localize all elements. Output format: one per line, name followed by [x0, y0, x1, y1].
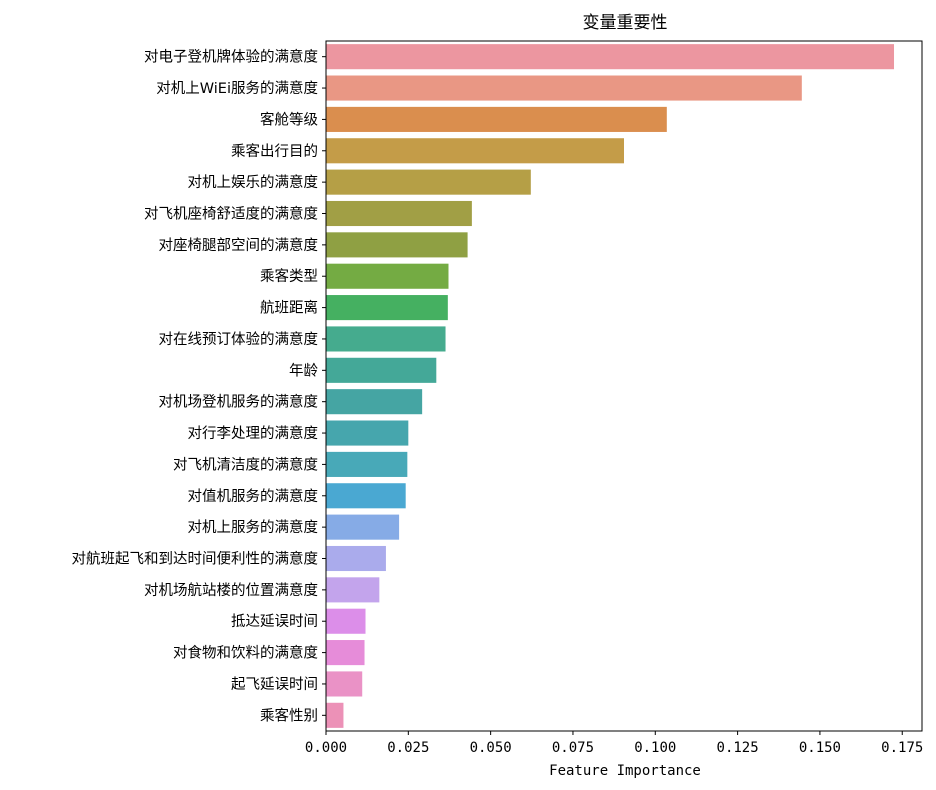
- y-tick-label: 对行李处理的满意度: [188, 424, 319, 442]
- y-tick-label: 对飞机清洁度的满意度: [173, 455, 318, 473]
- y-tick-label: 对机上WiEi服务的满意度: [156, 79, 318, 97]
- bar: [326, 451, 408, 477]
- bar: [326, 169, 531, 195]
- x-tick-label: 0.075: [552, 740, 594, 756]
- x-axis-ticks: 0.000 0.025 0.050 0.075 0.100 0.125 0.150 0.175: [305, 731, 923, 756]
- bar: [326, 357, 437, 383]
- x-tick-label: 0.150: [799, 740, 841, 756]
- bar: [326, 514, 400, 540]
- x-tick-label: 0.100: [634, 740, 676, 756]
- bar: [326, 263, 449, 289]
- bar: [326, 702, 344, 728]
- chart-title: 变量重要性: [583, 13, 668, 33]
- x-tick-label: 0.125: [717, 740, 759, 756]
- bar: [326, 545, 386, 572]
- y-tick-label: 客舱等级: [260, 110, 318, 128]
- y-tick-label: 对飞机座椅舒适度的满意度: [144, 205, 318, 223]
- x-axis-label: Feature Importance: [549, 763, 701, 779]
- x-tick-label: 0.175: [881, 740, 923, 756]
- bar: [326, 389, 423, 415]
- y-tick-label: 起飞延误时间: [231, 676, 318, 693]
- bar: [326, 420, 409, 446]
- bar: [326, 200, 472, 227]
- plot-frame: [325, 40, 923, 732]
- y-tick-label: 对机场登机服务的满意度: [159, 393, 319, 411]
- x-tick-label: 0.000: [305, 740, 347, 756]
- y-tick-label: 航班距离: [260, 300, 318, 317]
- y-tick-label: 对在线预订体验的满意度: [159, 330, 319, 348]
- bar: [326, 608, 366, 634]
- y-tick-label: 对机场航站楼的位置满意度: [144, 581, 318, 599]
- y-tick-label: 对值机服务的满意度: [188, 487, 319, 505]
- bar: [326, 483, 406, 509]
- y-tick-label: 对机上服务的满意度: [188, 518, 319, 536]
- y-tick-label: 乘客出行目的: [231, 143, 318, 160]
- bar: [326, 232, 468, 258]
- y-tick-label: 年龄: [289, 362, 318, 379]
- bar: [326, 138, 624, 164]
- bar: [326, 640, 365, 666]
- y-tick-label: 对航班起飞和到达时间便利性的满意度: [72, 550, 319, 568]
- y-tick-label: 抵达延误时间: [231, 613, 318, 630]
- y-tick-label: 乘客类型: [260, 268, 318, 285]
- y-tick-label: 对电子登机牌体验的满意度: [144, 48, 318, 66]
- y-tick-label: 乘客性别: [260, 707, 318, 724]
- y-tick-label: 对食物和饮料的满意度: [173, 644, 318, 662]
- bar: [326, 75, 802, 101]
- bar: [326, 671, 363, 697]
- bars-group: [326, 44, 895, 728]
- x-tick-label: 0.025: [387, 740, 429, 756]
- bar: [326, 106, 667, 132]
- bar: [326, 44, 895, 70]
- bar: [326, 577, 380, 603]
- x-tick-label: 0.050: [470, 740, 512, 756]
- y-tick-label: 对机上娱乐的满意度: [188, 173, 319, 191]
- y-tick-label: 对座椅腿部空间的满意度: [159, 236, 319, 254]
- y-axis-ticks: 对电子登机牌体验的满意度对机上WiEi服务的满意度客舱等级乘客出行目的对机上娱乐…: [72, 48, 326, 724]
- bar: [326, 326, 446, 352]
- bar: [326, 295, 448, 321]
